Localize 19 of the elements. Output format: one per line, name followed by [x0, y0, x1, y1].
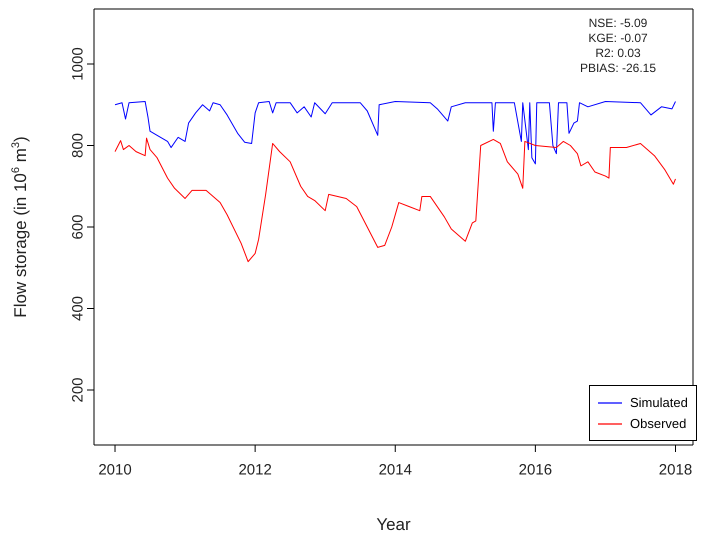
x-tick-label: 2012 [238, 462, 272, 479]
x-tick-label: 2010 [98, 462, 132, 479]
x-tick-label: 2016 [518, 462, 552, 479]
annotation: KGE: -0.07 [587, 31, 649, 46]
y-tick-label: 600 [69, 214, 86, 240]
x-axis-title: Year [376, 515, 412, 534]
annotation: NSE: -5.09 [588, 16, 648, 31]
y-tick-label: 200 [69, 377, 86, 403]
legend-label: Simulated [630, 395, 688, 410]
y-tick-label: 1000 [69, 47, 86, 81]
legend-label: Observed [630, 416, 686, 431]
y-tick-label: 400 [69, 296, 86, 322]
annotation: R2: 0.03 [594, 46, 642, 61]
y-tick-label: 800 [69, 132, 86, 158]
line-series [114, 138, 676, 262]
x-tick-label: 2018 [658, 462, 692, 479]
line-series [114, 100, 676, 164]
annotation: PBIAS: -26.15 [578, 61, 658, 76]
x-tick-label: 2014 [378, 462, 412, 479]
